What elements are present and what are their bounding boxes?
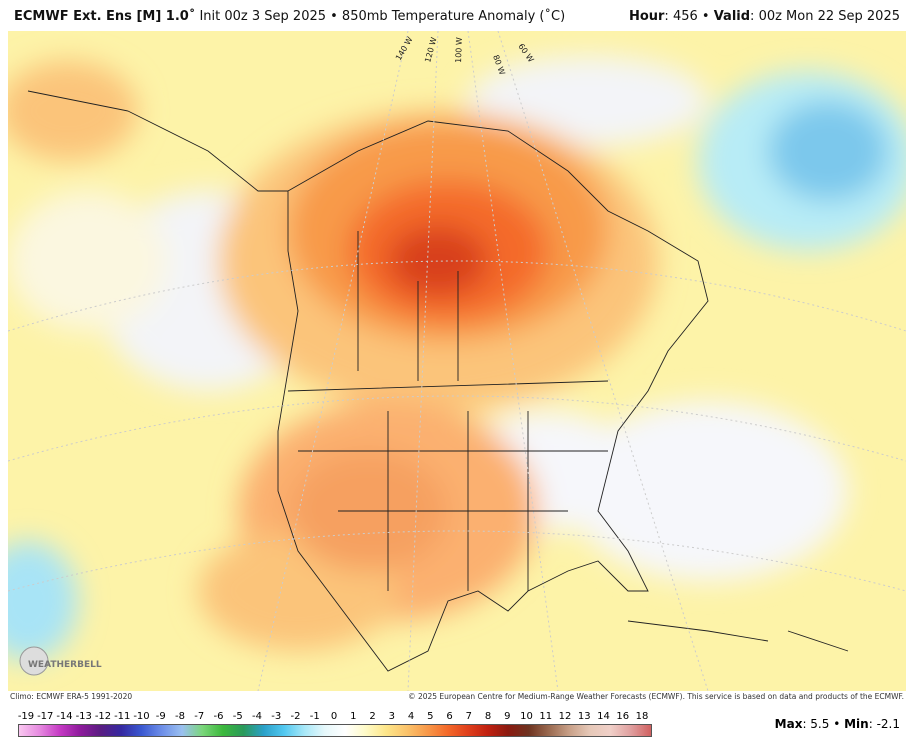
anomaly-fill: [8, 56, 906, 661]
colorbar-label: 18: [635, 711, 649, 722]
valid-line: Hour: 456 • Valid: 00z Mon 22 Sep 2025: [628, 9, 900, 24]
colorbar-label: 9: [504, 711, 511, 722]
colorbar-label: 16: [616, 711, 630, 722]
hour-label: Hour: [628, 9, 665, 24]
valid: 00z Mon 22 Sep 2025: [758, 9, 900, 24]
colorbar-label: -17: [37, 711, 54, 722]
max: 5.5: [810, 717, 830, 731]
colorbar-label: -8: [175, 711, 185, 722]
logo-icon: [19, 646, 49, 676]
colorbar-label: -9: [155, 711, 166, 722]
colorbar-label: 14: [597, 711, 610, 722]
colorbar-label: 0: [330, 711, 338, 722]
logo: WEATHERBELL: [28, 660, 102, 670]
min-label: Min: [844, 717, 869, 731]
colorbar-label: -13: [75, 711, 92, 722]
colorbar: [18, 724, 652, 737]
colorbar-label: 13: [577, 711, 591, 722]
colorbar-label: -14: [56, 711, 73, 722]
colorbar-label: -11: [114, 711, 131, 722]
colorbar-label: 3: [388, 711, 395, 722]
header: ECMWF Ext. Ens [M] 1.0˚ Init 00z 3 Sep 2…: [0, 0, 914, 30]
graticule: [8, 31, 906, 691]
colorbar-labels: -19 -17 -14 -13 -12 -11 -10 -9 -8 -7 -6 -5 -4 -3 -2 -1 0…: [18, 711, 650, 723]
colorbar-label: 2: [369, 711, 376, 722]
footer-notes: Climo: ECMWF ERA-5 1991-2020 © 2025 Euro…: [10, 692, 904, 701]
coastlines: [27, 90, 849, 672]
colorbar-label: -3: [271, 711, 282, 722]
copyright: © 2025 European Centre for Medium-Range …: [408, 692, 904, 701]
meridian-label: 100 W: [454, 37, 464, 63]
max-label: Max: [774, 717, 803, 731]
colorbar-label: 10: [520, 711, 533, 722]
colorbar-label: -7: [194, 711, 205, 722]
colorbar-label: -2: [290, 711, 301, 722]
map: 140 W 120 W 100 W 80 W 60 W WEATHERBELL: [8, 31, 906, 691]
colorbar-label: 12: [558, 711, 572, 722]
colorbar-label: -12: [94, 711, 112, 722]
colorbar-label: 1: [350, 711, 357, 722]
max-min: Max: 5.5 • Min: -2.1: [774, 717, 900, 731]
colorbar-label: 11: [539, 711, 553, 722]
colorbar-label: 6: [446, 711, 453, 722]
colorbar-label: -10: [133, 711, 150, 722]
colorbar-label: 5: [427, 711, 434, 722]
subtitle: Init 00z 3 Sep 2025 • 850mb Temperature …: [199, 9, 566, 24]
colorbar-label: 7: [465, 711, 472, 722]
title-line: ECMWF Ext. Ens [M] 1.0˚ Init 00z 3 Sep 2…: [14, 9, 565, 24]
colorbar-label: -5: [232, 711, 243, 722]
colorbar-label: -4: [252, 711, 262, 722]
colorbar-label: 8: [484, 711, 492, 722]
colorbar-label: -19: [17, 711, 35, 722]
hour: 456: [672, 9, 698, 24]
colorbar-label: 4: [407, 711, 415, 722]
climo: Climo: ECMWF ERA-5 1991-2020: [10, 692, 133, 701]
colorbar-label: -1: [309, 711, 320, 722]
valid-label: Valid: [713, 9, 751, 24]
title: ECMWF Ext. Ens [M] 1.0˚: [14, 9, 196, 24]
colorbar-label: -6: [213, 711, 224, 722]
min: -2.1: [876, 717, 900, 731]
